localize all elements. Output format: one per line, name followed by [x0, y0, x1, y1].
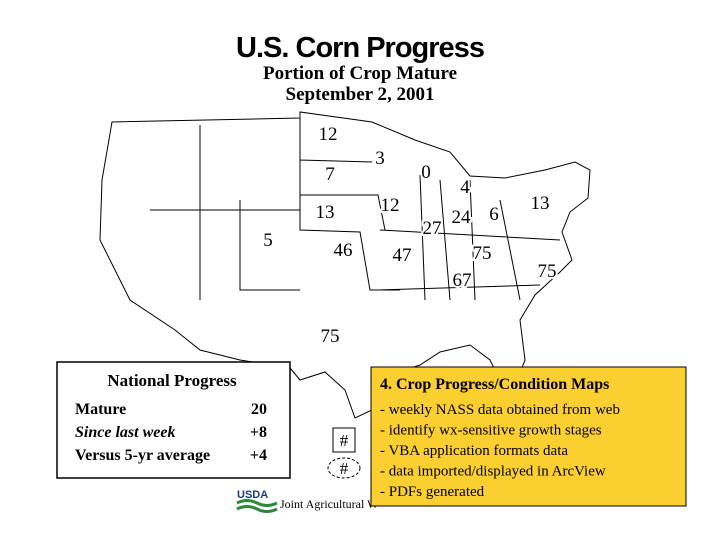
state-value: 5	[263, 230, 273, 251]
logo-waves	[236, 499, 278, 513]
row-value: 20	[251, 401, 267, 418]
national-title: National Progress	[107, 371, 237, 390]
bullet: - VBA application formats data	[380, 443, 568, 459]
state-value: 46	[334, 240, 353, 261]
state-value: 67	[453, 270, 472, 291]
state-value: 13	[531, 193, 550, 214]
state-value: 7	[325, 164, 335, 185]
state-value: 75	[538, 261, 557, 282]
state-value: 75	[321, 326, 340, 347]
legend-ellipse	[327, 457, 361, 479]
notes-heading: 4. Crop Progress/Condition Maps	[380, 376, 609, 393]
state-value: 4	[460, 177, 470, 198]
footer-text: Joint Agricultural W	[280, 497, 379, 511]
state-value: 13	[316, 202, 335, 223]
row-label: Since last week	[75, 424, 175, 441]
state-value: 12	[381, 195, 400, 216]
state-value: 12	[319, 124, 338, 145]
bullet: - weekly NASS data obtained from web	[380, 402, 620, 418]
state-value: 27	[423, 218, 442, 239]
state-value: 3	[375, 148, 385, 169]
row-label: Versus 5-yr average	[75, 447, 210, 464]
legend-item: #	[340, 431, 349, 450]
state-value: 75	[473, 243, 492, 264]
legend-item: #	[340, 459, 349, 478]
logo: USDA	[237, 489, 268, 501]
state-value: 0	[421, 162, 431, 183]
state-value: 24	[452, 207, 472, 228]
bullet: - identify wx-sensitive growth stages	[380, 423, 602, 439]
row-value: +4	[250, 447, 267, 464]
national-box	[56, 361, 291, 479]
date: September 2, 2001	[286, 84, 435, 105]
row-value: +8	[250, 424, 267, 441]
state-value: 6	[489, 204, 499, 225]
subtitle: Portion of Crop Mature	[263, 63, 457, 84]
state-value: 47	[393, 245, 412, 266]
notes-box	[370, 366, 687, 507]
bullet: - data imported/displayed in ArcView	[380, 464, 606, 480]
bullet: - PDFs generated	[380, 484, 485, 500]
legend-box	[332, 427, 356, 453]
title: U.S. Corn Progress	[236, 32, 484, 64]
row-label: Mature	[75, 401, 126, 418]
